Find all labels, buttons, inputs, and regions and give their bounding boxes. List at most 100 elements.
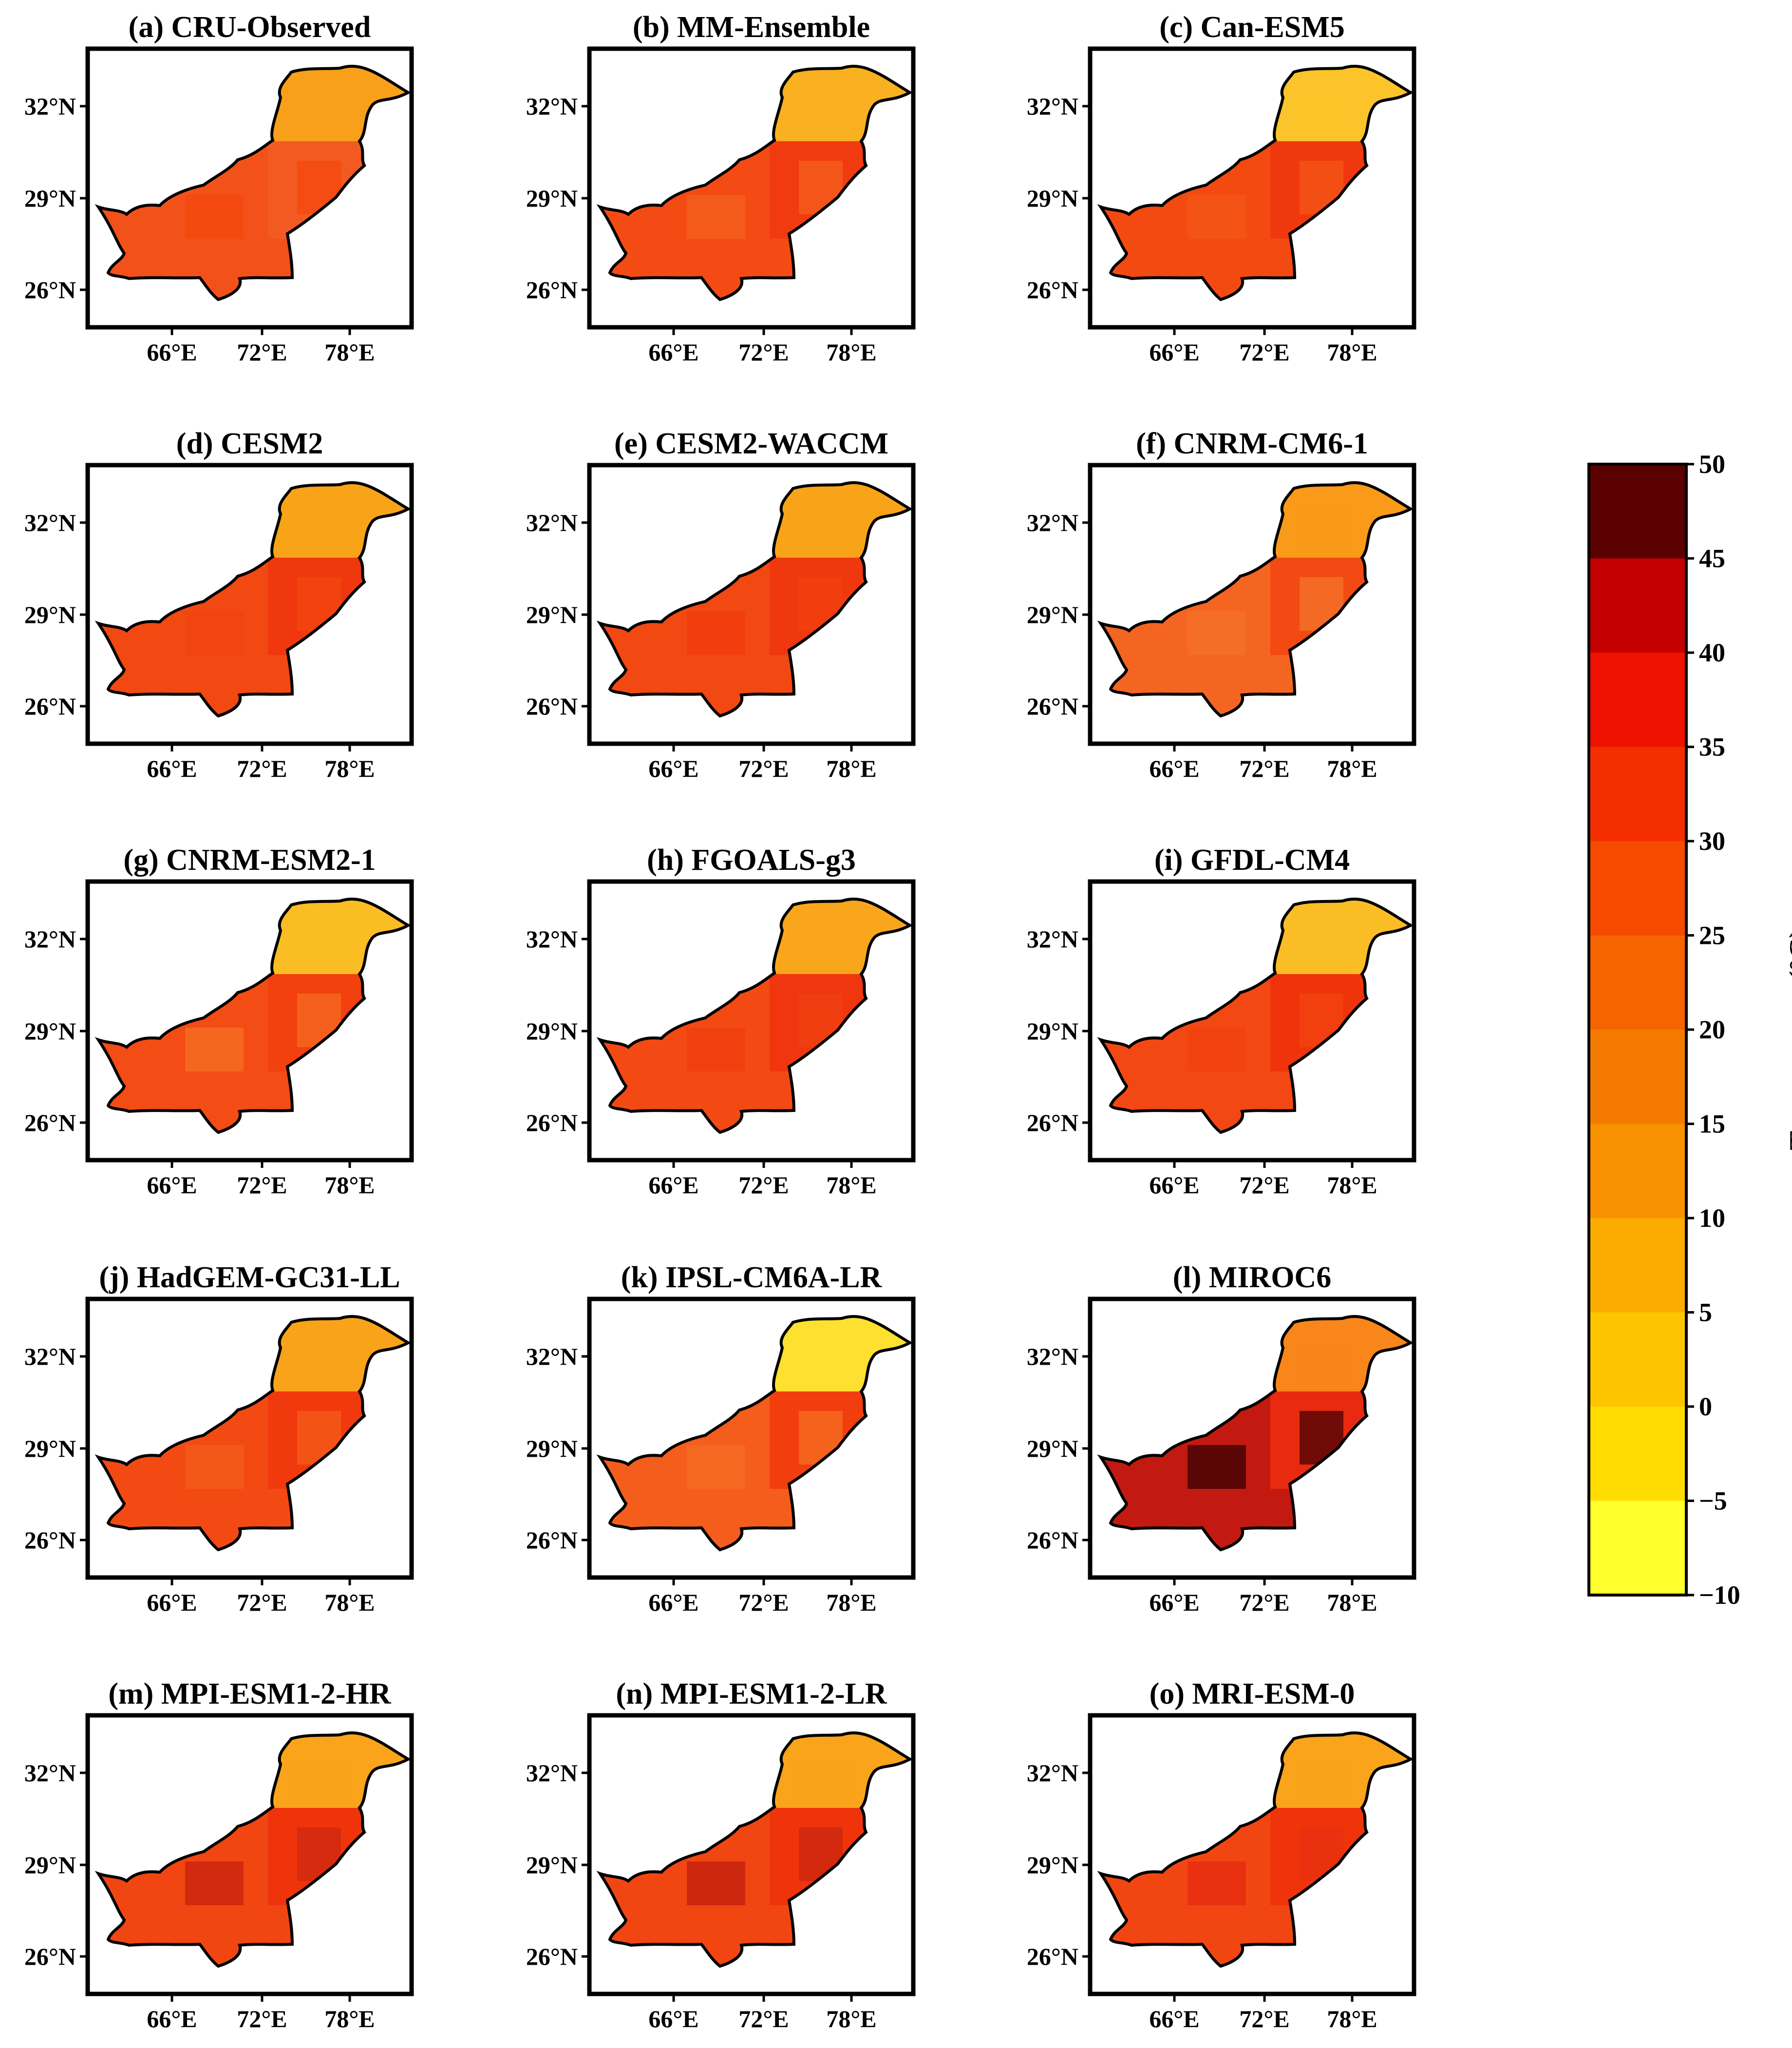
lon-tick-label: 78°E <box>324 1589 375 1616</box>
lon-tick-label: 66°E <box>147 1589 197 1616</box>
hotspot-zone <box>1188 195 1246 239</box>
map-panel: (d) CESM2 32°N 29°N 26°N 66°E 72°E 78°E <box>24 427 414 782</box>
colorbar-tick-label: 25 <box>1699 921 1725 950</box>
panel-title: (k) IPSL-CM6A-LR <box>621 1261 883 1294</box>
map-frame <box>587 1296 916 1580</box>
temperature-field <box>600 483 910 716</box>
map-panel: (k) IPSL-CM6A-LR 32°N 29°N 26°N 66°E 72°E 78°E <box>526 1261 916 1616</box>
lon-tick-label: 72°E <box>1239 2005 1289 2032</box>
temperature-field <box>98 1733 408 1967</box>
map-panel: (a) CRU-Observed 32°N 29°N 26°N 66°E 72°E 78°E <box>24 11 414 366</box>
map-panel: (f) CNRM-CM6-1 32°N 29°N 26°N 66°E 72°E 78°E <box>1027 427 1416 782</box>
lon-tick-label: 72°E <box>237 1171 287 1199</box>
lon-tick-label: 78°E <box>1327 2005 1377 2032</box>
lat-tick-label: 32°N <box>526 925 578 953</box>
lat-tick-label: 26°N <box>526 1109 578 1136</box>
colorbar-label: Temperature (°C) <box>1784 928 1792 1150</box>
lon-tick-label: 66°E <box>147 1171 197 1199</box>
map-frame <box>85 463 414 746</box>
lat-tick-label: 32°N <box>1027 1759 1078 1786</box>
temperature-field <box>1101 483 1411 716</box>
lon-tick-label: 78°E <box>324 338 375 366</box>
lon-tick-label: 78°E <box>1327 755 1377 782</box>
temperature-field <box>600 1316 910 1550</box>
map-panel: (o) MRI-ESM-0 32°N 29°N 26°N 66°E 72°E 78°E <box>1027 1677 1416 2032</box>
colorbar-tick-label: 30 <box>1699 827 1725 856</box>
lon-tick-label: 66°E <box>147 755 197 782</box>
panel-title: (a) CRU-Observed <box>129 11 371 44</box>
lon-tick-label: 66°E <box>147 2005 197 2032</box>
hotspot-zone <box>687 1861 745 1905</box>
hotspot-zone <box>687 1445 745 1489</box>
colorbar-bin <box>1589 935 1686 1030</box>
lon-tick-label: 78°E <box>1327 1171 1377 1199</box>
map-frame <box>85 879 414 1163</box>
lat-tick-label: 29°N <box>526 601 578 628</box>
hotspot-zone <box>1188 1861 1246 1905</box>
temperature-field <box>600 1733 910 1967</box>
map-panel: (m) MPI-ESM1-2-HR 32°N 29°N 26°N 66°E 72°E 78°… <box>24 1677 414 2032</box>
hotspot-zone <box>1188 1028 1246 1071</box>
lat-tick-label: 29°N <box>24 1851 76 1879</box>
lon-tick-label: 72°E <box>738 2005 789 2032</box>
lon-tick-label: 66°E <box>648 2005 698 2032</box>
lat-tick-label: 32°N <box>1027 93 1078 120</box>
lat-tick-label: 29°N <box>24 1435 76 1462</box>
temperature-field <box>98 483 408 716</box>
colorbar-tick-label: 50 <box>1699 450 1725 479</box>
lat-tick-label: 29°N <box>1027 185 1078 212</box>
lat-tick-label: 26°N <box>24 1526 76 1554</box>
lat-tick-label: 32°N <box>1027 925 1078 953</box>
lon-tick-label: 78°E <box>324 1171 375 1199</box>
lon-tick-label: 78°E <box>1327 338 1377 366</box>
lat-tick-label: 26°N <box>24 1109 76 1136</box>
panel-title: (e) CESM2-WACCM <box>614 427 888 460</box>
lat-tick-label: 32°N <box>1027 1343 1078 1370</box>
lon-tick-label: 72°E <box>237 1589 287 1616</box>
temperature-field <box>98 1316 408 1550</box>
lon-tick-label: 66°E <box>648 1589 698 1616</box>
hotspot-zone <box>185 1861 244 1905</box>
lat-tick-label: 32°N <box>24 925 76 953</box>
colorbar-bin <box>1589 1218 1686 1313</box>
lat-tick-label: 32°N <box>24 93 76 120</box>
colorbar-bin <box>1589 841 1686 936</box>
temperature-field <box>1101 899 1411 1133</box>
colorbar-bin <box>1589 747 1686 841</box>
map-frame <box>587 463 916 746</box>
lat-tick-label: 26°N <box>24 693 76 720</box>
lon-tick-label: 66°E <box>1149 755 1199 782</box>
lat-tick-label: 26°N <box>526 276 578 303</box>
lat-tick-label: 32°N <box>24 509 76 536</box>
panel-title: (g) CNRM-ESM2-1 <box>123 844 376 877</box>
lat-tick-label: 26°N <box>24 276 76 303</box>
lon-tick-label: 66°E <box>648 1171 698 1199</box>
lat-tick-label: 29°N <box>24 185 76 212</box>
map-frame <box>85 46 414 330</box>
colorbar-tick-label: 40 <box>1699 638 1725 667</box>
colorbar-bin <box>1589 1124 1686 1218</box>
map-frame <box>1088 1296 1416 1580</box>
map-panel: (h) FGOALS-g3 32°N 29°N 26°N 66°E 72°E 78°E <box>526 844 916 1199</box>
hotspot-zone <box>185 611 244 655</box>
lat-tick-label: 29°N <box>1027 601 1078 628</box>
map-frame <box>587 46 916 330</box>
lat-tick-label: 26°N <box>526 693 578 720</box>
colorbar-bin <box>1589 464 1686 559</box>
map-panel: (b) MM-Ensemble 32°N 29°N 26°N 66°E 72°E 78°E <box>526 11 916 366</box>
lat-tick-label: 29°N <box>526 1017 578 1045</box>
lon-tick-label: 72°E <box>237 338 287 366</box>
lon-tick-label: 72°E <box>738 1589 789 1616</box>
lat-tick-label: 29°N <box>24 1017 76 1045</box>
lon-tick-label: 66°E <box>648 755 698 782</box>
lon-tick-label: 66°E <box>1149 338 1199 366</box>
lat-tick-label: 26°N <box>24 1943 76 1970</box>
lon-tick-label: 72°E <box>738 1171 789 1199</box>
hotspot-zone <box>1188 611 1246 655</box>
panel-title: (c) Can-ESM5 <box>1159 11 1345 44</box>
lat-tick-label: 29°N <box>1027 1017 1078 1045</box>
panel-title: (m) MPI-ESM1-2-HR <box>108 1677 391 1710</box>
lon-tick-label: 78°E <box>826 755 876 782</box>
panel-title: (h) FGOALS-g3 <box>647 844 856 877</box>
colorbar-bin <box>1589 1030 1686 1124</box>
